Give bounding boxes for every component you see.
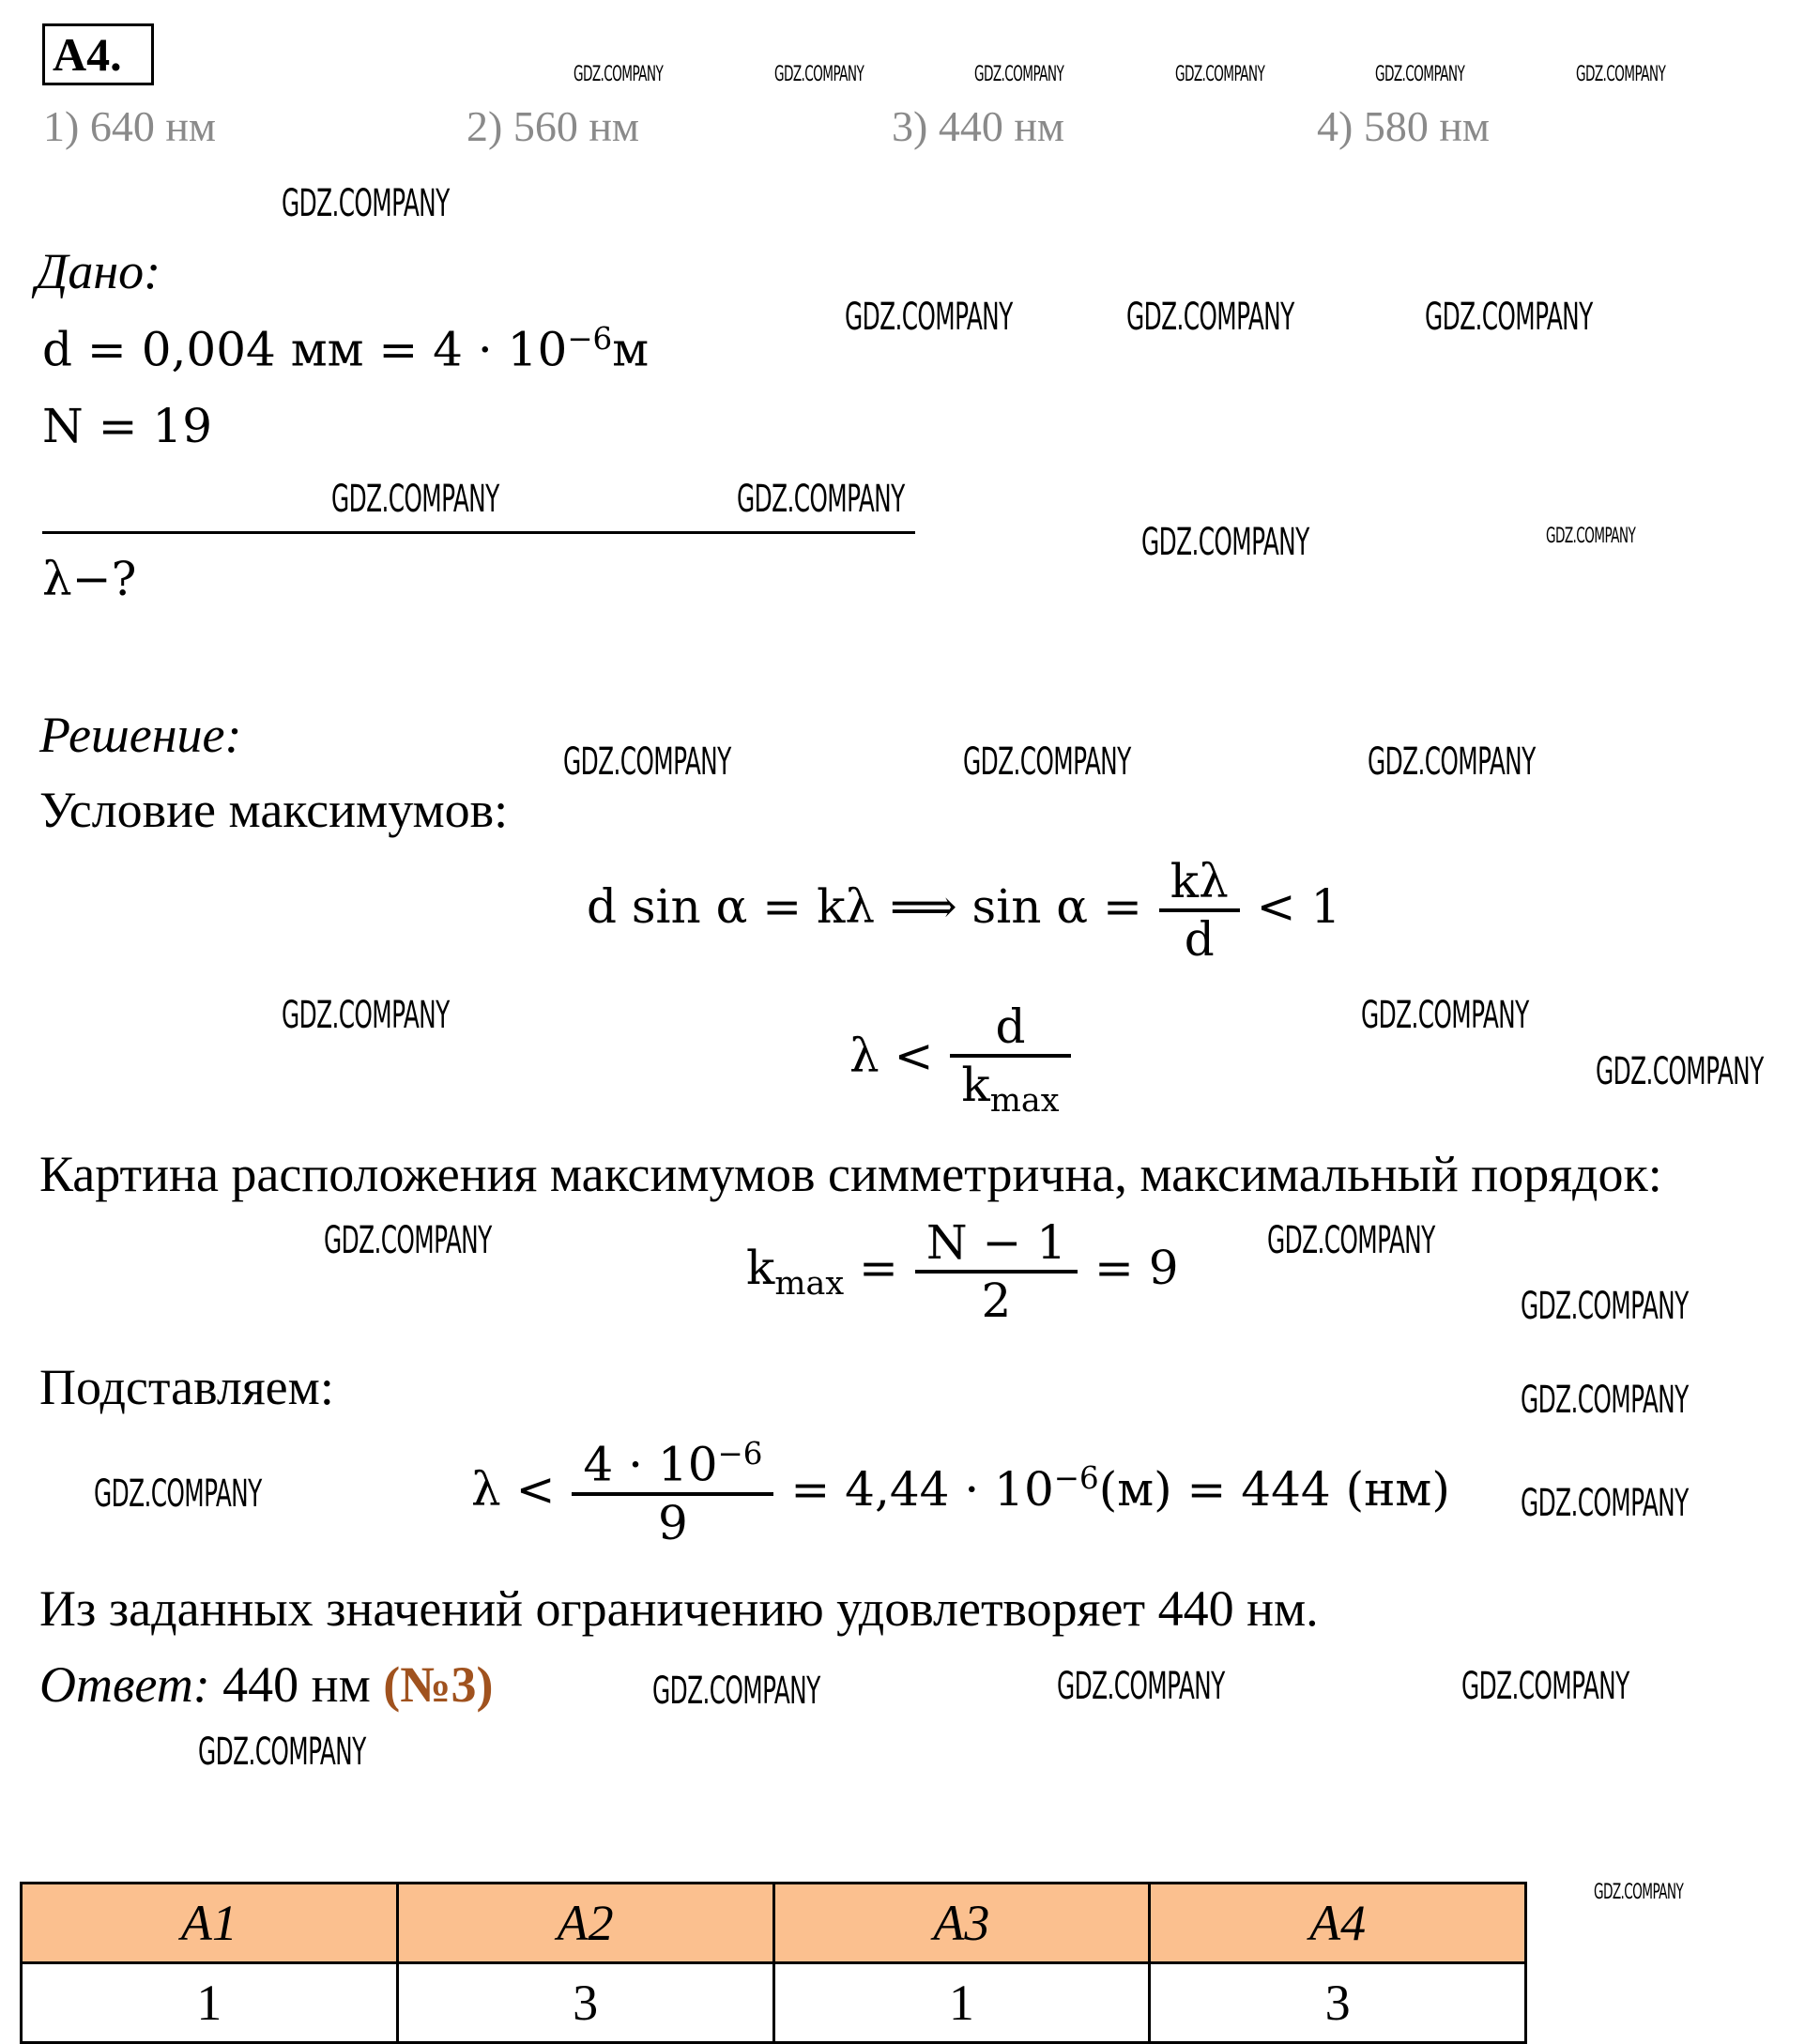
eq2-den: kmax <box>950 1054 1071 1120</box>
watermark: GDZ.COMPANY <box>1521 1285 1689 1328</box>
sub-num-value: 4 · 10 <box>583 1437 718 1492</box>
watermark: GDZ.COMPANY <box>331 478 499 521</box>
watermark: GDZ.COMPANY <box>845 296 1013 339</box>
watermark: GDZ.COMPANY <box>652 1670 820 1713</box>
value-cell: 3 <box>1148 1961 1527 2044</box>
eq1-left: d sin α = kλ ⟹ sin α = <box>587 879 1142 934</box>
option-2: 2) 560 нм <box>466 102 640 150</box>
answer-table: A1 A2 A3 A4 1 3 1 3 <box>20 1882 1527 2044</box>
eq1-den: d <box>1158 908 1240 967</box>
header-cell: A2 <box>395 1882 775 1964</box>
answer-label: Ответ: <box>39 1656 210 1713</box>
eq2-fraction: d kmax <box>950 999 1071 1120</box>
watermark: GDZ.COMPANY <box>1175 63 1265 86</box>
watermark: GDZ.COMPANY <box>1594 1881 1684 1904</box>
watermark: GDZ.COMPANY <box>1368 740 1536 784</box>
given-divider <box>42 531 915 534</box>
given-heading: Дано: <box>36 243 161 299</box>
kmax-den: 2 <box>914 1270 1078 1328</box>
sub-num: 4 · 10−6 <box>577 1436 768 1492</box>
answer-number: (№3) <box>383 1656 494 1713</box>
watermark: GDZ.COMPANY <box>1126 296 1294 339</box>
option-1: 1) 640 нм <box>43 102 217 150</box>
watermark: GDZ.COMPANY <box>974 63 1064 86</box>
equation-1: d sin α = kλ ⟹ sin α = kλ d < 1 <box>587 854 1340 967</box>
kmax-num: N − 1 <box>925 1215 1067 1270</box>
option-4: 4) 580 нм <box>1317 102 1491 150</box>
answer-value: 440 нм <box>209 1656 384 1713</box>
equation-2: λ < d kmax <box>849 999 1073 1120</box>
kmax-left: k <box>746 1241 775 1295</box>
eq1-right: < 1 <box>1256 879 1341 934</box>
watermark: GDZ.COMPANY <box>1521 1482 1689 1525</box>
eq2-left: λ < <box>849 1029 934 1083</box>
watermark: GDZ.COMPANY <box>94 1472 262 1516</box>
watermark: GDZ.COMPANY <box>282 994 450 1037</box>
sub-right-exp: −6 <box>1053 1460 1099 1497</box>
eq2-den-sub: max <box>989 1082 1060 1120</box>
value-cell: 1 <box>20 1961 399 2044</box>
watermark: GDZ.COMPANY <box>1546 525 1636 548</box>
task-label: A4. <box>42 23 154 85</box>
option-3: 3) 440 нм <box>892 102 1065 150</box>
sub-num-exp: −6 <box>717 1436 763 1472</box>
kmax-eq: = <box>859 1241 898 1295</box>
watermark: GDZ.COMPANY <box>737 478 905 521</box>
watermark: GDZ.COMPANY <box>574 63 664 86</box>
sub-right-tail: (м) = 444 (нм) <box>1098 1461 1450 1517</box>
value-cell: 3 <box>395 1961 775 2044</box>
watermark: GDZ.COMPANY <box>774 63 864 86</box>
value-cell: 1 <box>772 1961 1152 2044</box>
watermark: GDZ.COMPANY <box>1521 1379 1689 1422</box>
watermark: GDZ.COMPANY <box>1425 296 1593 339</box>
sub-den: 9 <box>572 1491 774 1550</box>
watermark: GDZ.COMPANY <box>1267 1219 1435 1262</box>
substitution-equation: λ < 4 · 10−6 9 = 4,44 · 10−6(м) = 444 (нм… <box>471 1436 1450 1550</box>
watermark: GDZ.COMPANY <box>1141 521 1309 564</box>
max-condition-text: Условие максимумов: <box>39 782 509 838</box>
sub-fraction: 4 · 10−6 9 <box>572 1436 774 1550</box>
watermark: GDZ.COMPANY <box>324 1219 492 1262</box>
watermark: GDZ.COMPANY <box>963 740 1131 784</box>
watermark: GDZ.COMPANY <box>198 1731 366 1774</box>
eq2-num: d <box>995 999 1026 1054</box>
header-cell: A4 <box>1148 1882 1527 1964</box>
solution-heading: Решение: <box>39 707 242 763</box>
given-d-unit: м <box>612 322 650 377</box>
symmetry-text: Картина расположения максимумов симметри… <box>39 1146 1662 1202</box>
given-d-exp: −6 <box>567 321 613 357</box>
kmax-right: = 9 <box>1094 1241 1179 1295</box>
watermark: GDZ.COMPANY <box>282 182 450 225</box>
watermark: GDZ.COMPANY <box>563 740 731 784</box>
given-n: N = 19 <box>42 399 213 453</box>
eq1-num: kλ <box>1170 854 1229 908</box>
answer-table-row: 1 3 1 3 <box>20 1961 1527 2044</box>
given-d-value: d = 0,004 мм = 4 · 10 <box>42 322 568 377</box>
header-cell: A3 <box>772 1882 1152 1964</box>
sub-right: = 4,44 · 10 <box>790 1461 1054 1517</box>
header-cell: A1 <box>20 1882 399 1964</box>
conclusion-text: Из заданных значений ограничению удовлет… <box>39 1580 1319 1637</box>
watermark: GDZ.COMPANY <box>1057 1665 1225 1708</box>
answer-line: Ответ: 440 нм (№3) <box>39 1655 493 1714</box>
watermark: GDZ.COMPANY <box>1596 1050 1764 1093</box>
watermark: GDZ.COMPANY <box>1375 63 1465 86</box>
watermark: GDZ.COMPANY <box>1461 1665 1629 1708</box>
eq2-den-main: k <box>961 1058 990 1112</box>
eq1-fraction: kλ d <box>1158 854 1240 967</box>
answer-table-header: A1 A2 A3 A4 <box>20 1882 1527 1964</box>
watermark: GDZ.COMPANY <box>1361 994 1529 1037</box>
watermark: GDZ.COMPANY <box>1576 63 1666 86</box>
find-lambda: λ−? <box>42 552 137 606</box>
given-d: d = 0,004 мм = 4 · 10−6м <box>42 321 649 377</box>
substitute-text: Подставляем: <box>39 1359 334 1415</box>
sub-left: λ < <box>471 1461 556 1517</box>
kmax-sub: max <box>774 1265 845 1303</box>
